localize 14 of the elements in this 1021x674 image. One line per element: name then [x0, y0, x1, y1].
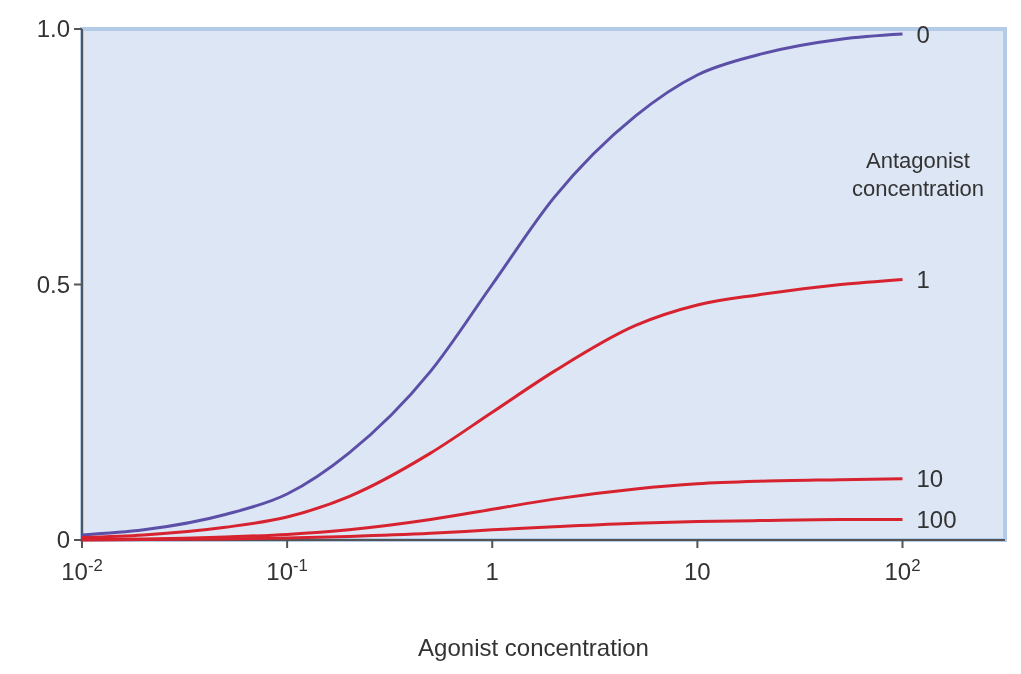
y-tick-label: 0.5: [36, 270, 70, 298]
x-axis-title: Agonist concentration: [418, 634, 649, 661]
x-tick-label: 10$^{-2}$: [61, 555, 103, 585]
y-tick-label: 0: [56, 526, 70, 554]
y-tick-label: 1.0: [36, 15, 70, 43]
legend-title: Antagonist concentration: [851, 148, 985, 201]
x-tick-label: 1: [485, 558, 499, 585]
series-label: 0: [916, 20, 930, 48]
series-label: 100: [916, 505, 957, 533]
x-tick-label: 10$^{-1}$: [266, 555, 308, 585]
series-label: 1: [916, 265, 930, 293]
x-tick-label: 10: [684, 558, 711, 585]
x-tick-label: 10$^{2}$: [884, 555, 921, 585]
series-label: 10: [916, 465, 944, 493]
